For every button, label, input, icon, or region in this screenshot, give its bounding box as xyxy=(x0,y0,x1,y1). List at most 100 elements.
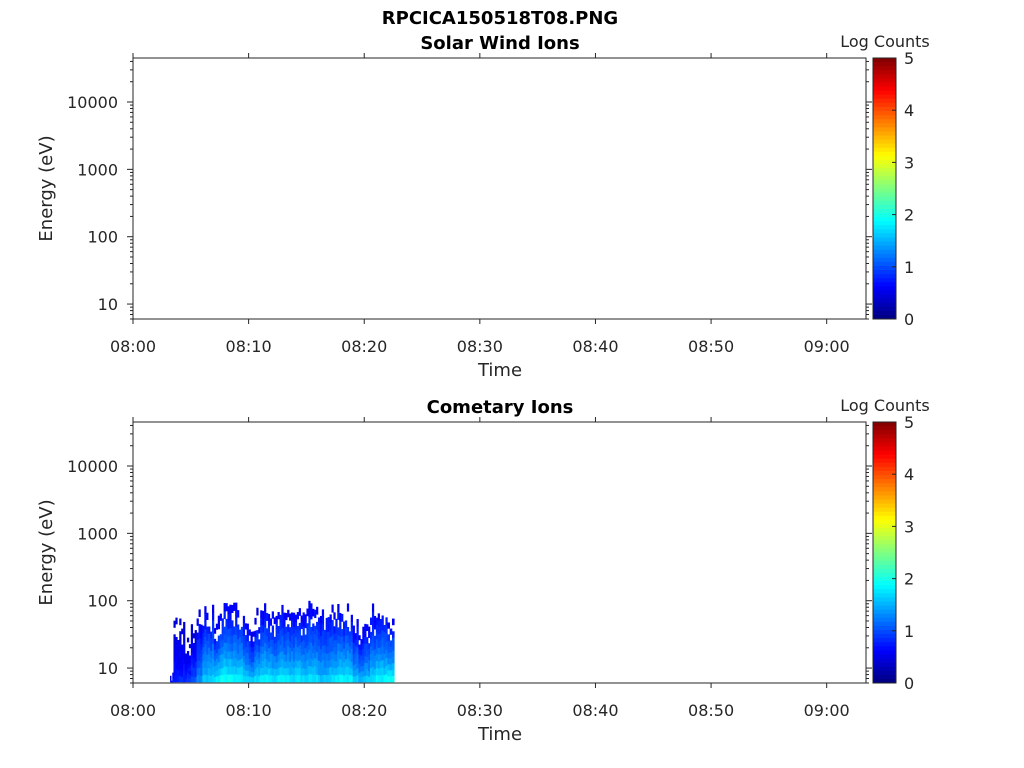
panel-2-heatmap-cell xyxy=(269,667,273,676)
panel-2-heatmap-cell xyxy=(264,658,267,667)
panel-1-y-tick-label: 1000 xyxy=(77,160,118,179)
panel-2-heatmap-cell xyxy=(333,626,336,634)
panel-2-heatmap-cell xyxy=(172,677,174,680)
panel-2-heatmap-column xyxy=(231,602,238,683)
panel-2-heatmap-cell xyxy=(192,647,195,654)
panel-2-heatmap-cell xyxy=(335,618,338,627)
panel-2-heatmap-cell xyxy=(229,643,232,652)
panel-2-heatmap-cell xyxy=(316,651,319,660)
panel-2-heatmap-cell xyxy=(198,631,201,639)
panel-2-heatmap-cell xyxy=(319,642,323,650)
panel-2-heatmap-cell xyxy=(343,661,346,669)
panel-2-heatmap-cell xyxy=(194,630,197,636)
panel-2-heatmap-cell xyxy=(321,638,325,646)
panel-2-heatmap-cell xyxy=(364,649,367,657)
panel-2-heatmap-cell xyxy=(198,623,201,632)
panel-1-colorbar-segment xyxy=(873,282,896,287)
panel-2-heatmap-cell xyxy=(302,668,305,676)
panel-2-heatmap-cell xyxy=(213,655,217,661)
panel-2-heatmap-cell xyxy=(314,665,317,675)
panel-2-heatmap-cell xyxy=(381,630,384,638)
panel-2-heatmap-cell xyxy=(181,676,184,683)
panel-2-heatmap-cell xyxy=(200,656,203,664)
panel-2-heatmap-cell xyxy=(331,666,334,675)
panel-2-heatmap-cell xyxy=(281,643,284,652)
panel-2-colorbar-segment xyxy=(873,540,896,545)
panel-2-heatmap-cell xyxy=(321,667,325,676)
panel-2-heatmap-cell xyxy=(354,645,357,652)
panel-2-heatmap-cell xyxy=(225,666,228,675)
panel-2-heatmap-cell xyxy=(356,675,359,683)
panel-2-colorbar-segment xyxy=(873,593,896,598)
panel-2-heatmap-cell xyxy=(170,676,172,678)
panel-2-heatmap-cell xyxy=(317,674,321,683)
panel-2-heatmap-cell xyxy=(206,668,209,676)
panel-2-heatmap-cell xyxy=(188,644,192,649)
panel-2-heatmap-cell xyxy=(333,633,336,641)
panel-2-heatmap-cell xyxy=(252,676,255,683)
panel-2-heatmap-cell xyxy=(265,651,269,660)
panel-2-heatmap-cell xyxy=(194,650,197,657)
panel-2-heatmap-cell xyxy=(385,657,388,667)
panel-2-heatmap-cell xyxy=(248,670,251,677)
panel-2-heatmap-cell xyxy=(343,655,346,663)
panel-2-heatmap-cell xyxy=(233,642,236,651)
panel-2-heatmap-cell xyxy=(387,676,390,683)
panel-2-heatmap-cell xyxy=(175,669,178,676)
panel-2-heatmap-column xyxy=(170,672,174,683)
panel-2-heatmap-column xyxy=(254,607,261,683)
panel-2-heatmap-cell xyxy=(192,677,195,683)
panel-2-heatmap-cell xyxy=(314,641,317,651)
panel-2-heatmap-cell xyxy=(366,624,369,632)
panel-2-colorbar-segment xyxy=(873,654,896,660)
panel-2-heatmap-cell xyxy=(237,674,240,683)
panel-2-heatmap-cell xyxy=(273,643,276,650)
panel-2-colorbar-segment xyxy=(873,438,896,443)
panel-2-heatmap-cell xyxy=(321,660,325,668)
panel-2-heatmap-cell xyxy=(304,654,307,662)
panel-2-colorbar-segment xyxy=(873,548,896,553)
panel-2-heatmap-cell xyxy=(190,670,194,677)
panel-1-colorbar-segment xyxy=(873,278,896,283)
panel-2-colorbar-segment xyxy=(873,625,896,631)
panel-2-heatmap-cell xyxy=(379,646,382,655)
panel-2-heatmap-cell xyxy=(183,669,186,677)
panel-1-x-tick-label: 08:10 xyxy=(226,337,272,356)
panel-2-heatmap-cell xyxy=(294,637,298,645)
panel-2-heatmap-cell xyxy=(316,629,319,638)
panel-2-heatmap-cell xyxy=(185,678,188,683)
panel-2-heatmap-cell xyxy=(296,668,300,676)
panel-2-heatmap-cell xyxy=(246,664,249,671)
panel-2-colorbar-segment xyxy=(873,434,896,439)
panel-2-heatmap-cell xyxy=(344,658,348,667)
panel-2-heatmap-cell xyxy=(179,618,182,626)
panel-2-heatmap-cell xyxy=(221,667,224,676)
panel-2-heatmap-cell xyxy=(391,675,395,683)
panel-2-heatmap-cell xyxy=(304,661,307,669)
panel-2-heatmap-cell xyxy=(173,634,176,642)
panel-2-heatmap-cell xyxy=(371,611,375,620)
panel-2-heatmap-cell xyxy=(362,643,365,650)
panel-2-heatmap-cell xyxy=(364,656,367,663)
panel-2-heatmap-cell xyxy=(370,653,373,661)
panel-2-heatmap-cell xyxy=(310,674,313,683)
panel-2-heatmap-cell xyxy=(233,658,236,667)
panel-1-colorbar-label: Log Counts xyxy=(840,32,930,51)
panel-1-colorbar-segment xyxy=(873,245,896,251)
panel-2-heatmap-cell xyxy=(202,660,205,669)
panel-2-heatmap-cell xyxy=(329,674,332,683)
panel-2-heatmap-cell xyxy=(331,627,334,636)
panel-2-colorbar-segment xyxy=(873,528,896,533)
panel-2-heatmap-cell xyxy=(327,617,330,625)
panel-2-heatmap-cell xyxy=(383,653,386,661)
panel-2-heatmap-cell xyxy=(271,646,274,655)
panel-2-heatmap-cell xyxy=(333,612,336,620)
panel-2-heatmap-cell xyxy=(379,668,382,676)
panel-1-colorbar-segment xyxy=(873,159,896,165)
panel-2-heatmap-cell xyxy=(327,631,330,639)
panel-2-heatmap-cell xyxy=(391,662,395,670)
panel-2-heatmap-cell xyxy=(373,622,377,630)
panel-2-heatmap-cell xyxy=(217,642,221,650)
panel-2-heatmap-cell xyxy=(208,647,211,655)
panel-2-heatmap-cell xyxy=(240,642,244,651)
